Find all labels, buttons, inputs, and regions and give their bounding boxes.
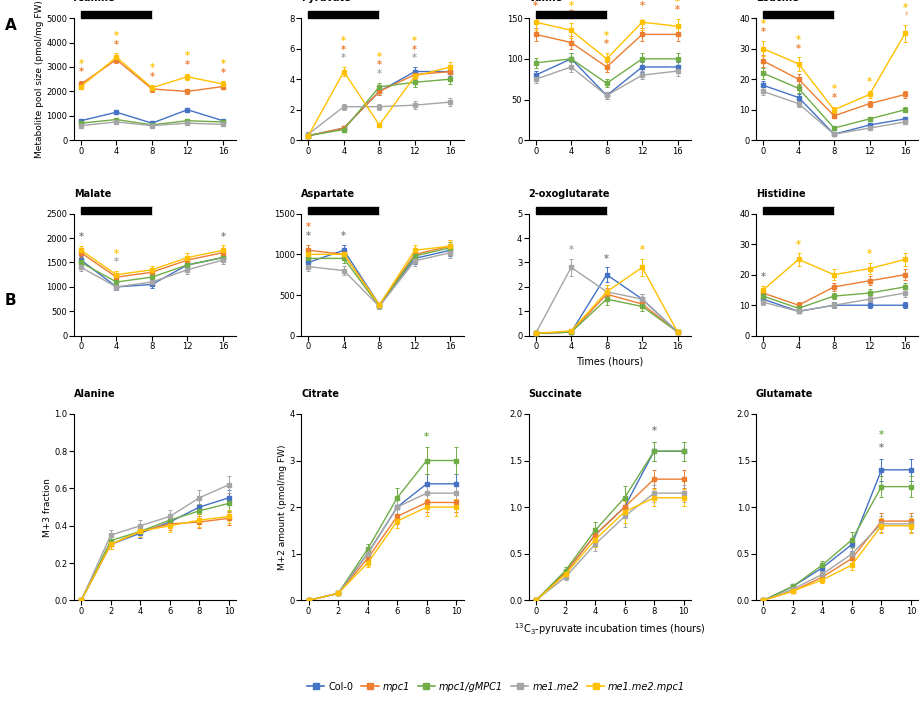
Text: *: * — [569, 1, 574, 11]
Bar — [308, 12, 379, 18]
Text: *: * — [903, 3, 907, 12]
Text: Histidine: Histidine — [756, 189, 806, 199]
Text: *: * — [221, 67, 225, 77]
Text: Citrate: Citrate — [301, 390, 340, 399]
Text: *: * — [796, 43, 801, 54]
Bar — [81, 404, 229, 414]
X-axis label: Times (hours): Times (hours) — [576, 357, 643, 366]
X-axis label: $^{13}$C$_3$-pyruvate incubation times (hours): $^{13}$C$_3$-pyruvate incubation times (… — [514, 621, 706, 637]
Bar — [152, 207, 223, 214]
Text: *: * — [114, 40, 119, 50]
Text: Malate: Malate — [74, 189, 111, 199]
Text: *: * — [676, 5, 680, 15]
Text: *: * — [640, 245, 644, 255]
Text: *: * — [640, 1, 644, 11]
Text: *: * — [114, 257, 119, 267]
Text: *: * — [342, 231, 346, 241]
Y-axis label: Metabolite pool size (pmol/mg FW): Metabolite pool size (pmol/mg FW) — [35, 0, 43, 158]
Text: *: * — [413, 45, 417, 55]
Text: *: * — [150, 63, 154, 73]
Text: B: B — [5, 293, 17, 308]
Text: Glutamate: Glutamate — [756, 390, 813, 399]
Text: *: * — [640, 0, 644, 3]
Bar — [606, 12, 677, 18]
Text: *: * — [150, 72, 154, 82]
Text: *: * — [342, 36, 346, 46]
Text: *: * — [533, 1, 538, 11]
Text: *: * — [221, 232, 225, 242]
Text: *: * — [569, 9, 574, 20]
Bar — [535, 12, 606, 18]
Text: *: * — [761, 272, 765, 282]
Bar — [308, 207, 379, 214]
Y-axis label: M+3 fraction: M+3 fraction — [42, 478, 52, 536]
Text: *: * — [879, 430, 884, 440]
Text: *: * — [78, 232, 83, 242]
Text: *: * — [425, 432, 429, 442]
Text: *: * — [78, 59, 83, 69]
Bar — [763, 207, 834, 214]
Text: *: * — [903, 11, 907, 21]
Text: *: * — [832, 93, 836, 103]
Text: *: * — [377, 60, 382, 70]
Bar — [379, 12, 450, 18]
Text: *: * — [185, 60, 190, 70]
Bar — [81, 12, 152, 18]
Bar — [379, 207, 450, 214]
Bar — [535, 207, 606, 214]
Text: *: * — [306, 222, 311, 232]
Text: *: * — [185, 51, 190, 62]
Text: Alanine: Alanine — [74, 0, 115, 4]
Bar — [834, 207, 905, 214]
Bar — [536, 404, 684, 414]
Text: 2-oxoglutarate: 2-oxoglutarate — [529, 189, 610, 199]
Text: Pyruvate: Pyruvate — [301, 0, 351, 4]
Text: *: * — [377, 52, 382, 62]
Text: *: * — [377, 69, 382, 79]
Text: Alanine: Alanine — [74, 390, 115, 399]
Bar — [152, 12, 223, 18]
Text: *: * — [342, 54, 346, 63]
Text: *: * — [78, 67, 83, 77]
Text: Succinate: Succinate — [529, 390, 582, 399]
Text: *: * — [652, 426, 656, 437]
Text: *: * — [867, 249, 872, 259]
Text: Valine: Valine — [529, 0, 563, 4]
Text: *: * — [761, 19, 765, 29]
Text: *: * — [533, 0, 538, 3]
Text: Leucine: Leucine — [756, 0, 798, 4]
Text: Aspartate: Aspartate — [301, 189, 355, 199]
Text: *: * — [605, 253, 609, 264]
Text: *: * — [342, 45, 346, 55]
Text: *: * — [413, 36, 417, 46]
Text: *: * — [676, 0, 680, 7]
Bar — [763, 404, 911, 414]
Text: *: * — [114, 31, 119, 41]
Text: *: * — [879, 443, 884, 453]
Text: *: * — [832, 85, 836, 94]
Text: *: * — [761, 28, 765, 38]
Bar — [834, 12, 905, 18]
Legend: Col-0, mpc1, mpc1/gMPC1, me1.me2, me1.me2.mpc1: Col-0, mpc1, mpc1/gMPC1, me1.me2, me1.me… — [303, 678, 689, 696]
Text: *: * — [569, 245, 574, 255]
Text: *: * — [605, 31, 609, 41]
Text: *: * — [605, 40, 609, 49]
Text: *: * — [867, 77, 872, 87]
Text: A: A — [5, 18, 17, 33]
Text: *: * — [221, 59, 225, 69]
Bar — [308, 404, 456, 414]
Text: *: * — [796, 240, 801, 250]
Bar — [763, 12, 834, 18]
Bar — [81, 207, 152, 214]
Y-axis label: M+2 amount (pmol/mg FW): M+2 amount (pmol/mg FW) — [278, 445, 287, 570]
Text: *: * — [306, 231, 311, 241]
Bar — [606, 207, 677, 214]
Text: *: * — [413, 54, 417, 63]
Text: *: * — [114, 248, 119, 258]
Text: *: * — [796, 35, 801, 45]
